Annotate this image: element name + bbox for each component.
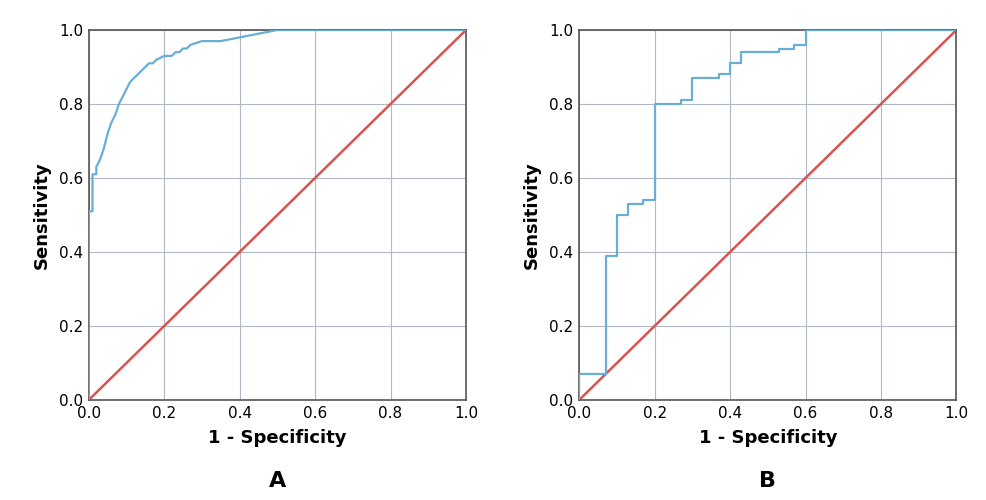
X-axis label: 1 - Specificity: 1 - Specificity bbox=[698, 429, 837, 447]
Text: B: B bbox=[759, 472, 776, 492]
X-axis label: 1 - Specificity: 1 - Specificity bbox=[208, 429, 347, 447]
Text: A: A bbox=[269, 472, 286, 492]
Y-axis label: Sensitivity: Sensitivity bbox=[523, 161, 541, 269]
Y-axis label: Sensitivity: Sensitivity bbox=[33, 161, 50, 269]
